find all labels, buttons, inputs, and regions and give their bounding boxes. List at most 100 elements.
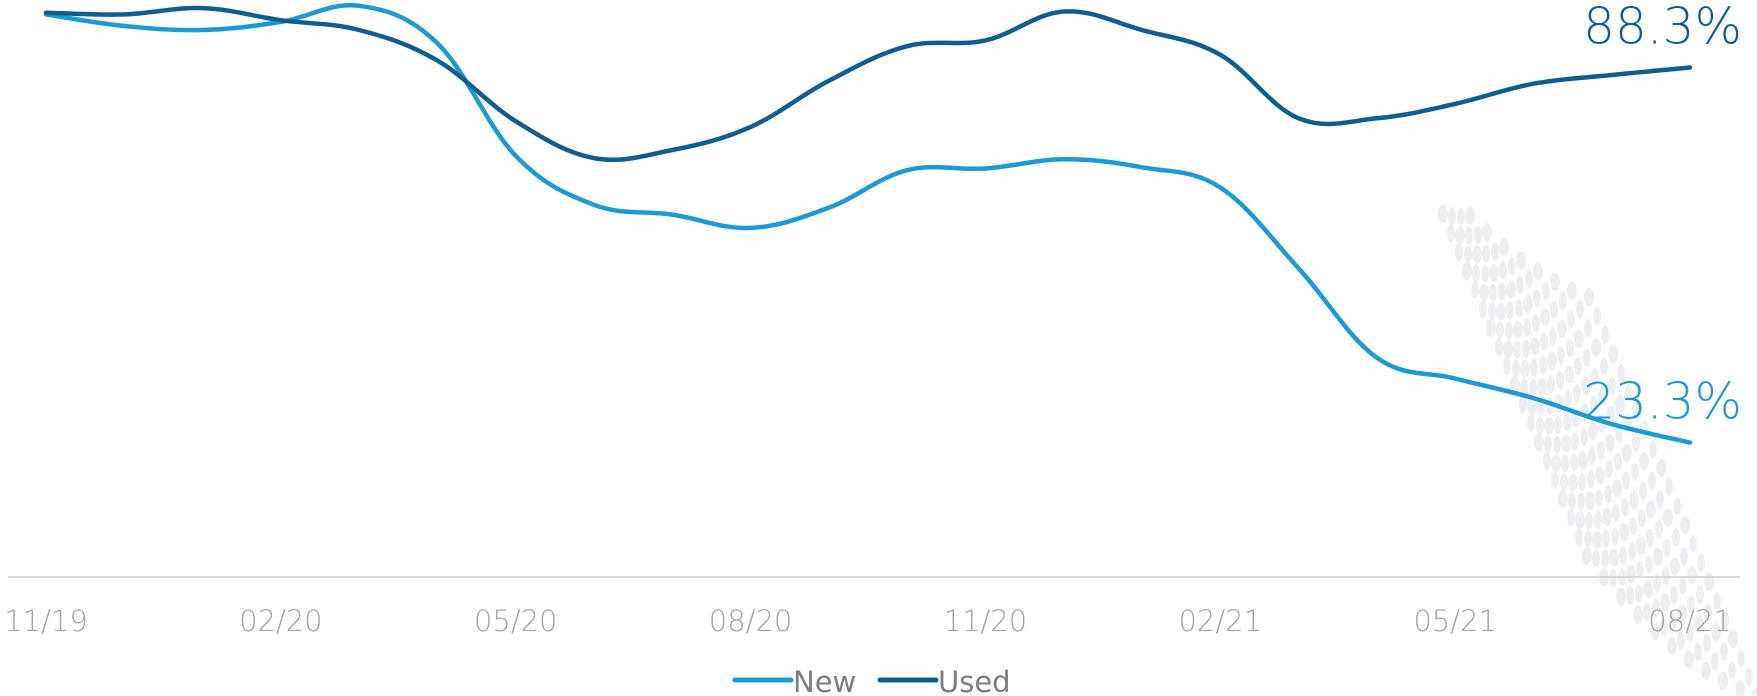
- decor-dot: [1486, 319, 1496, 337]
- decor-dot: [1677, 604, 1687, 623]
- decor-dot: [1544, 416, 1554, 435]
- decor-dot: [1701, 661, 1711, 680]
- decor-dot: [1508, 257, 1516, 275]
- decor-dot: [1479, 283, 1489, 302]
- decor-dot: [1561, 454, 1569, 473]
- decor-dot: [1542, 281, 1550, 300]
- decor-dot: [1646, 528, 1654, 547]
- decor-dot: [1670, 557, 1680, 576]
- decor-dot: [1660, 618, 1668, 636]
- decor-dot: [1588, 447, 1596, 465]
- decor-dot: [1643, 580, 1653, 598]
- decor-dot: [1598, 386, 1608, 405]
- decor-dot: [1532, 314, 1540, 332]
- decor-dot: [1672, 528, 1680, 547]
- decor-dot: [1515, 299, 1523, 318]
- decor-dot: [1635, 584, 1643, 603]
- decor-dot: [1737, 649, 1745, 667]
- end-label-used: 88.3%: [1583, 0, 1742, 56]
- decor-dot: [1660, 593, 1670, 612]
- decor-dot: [1583, 348, 1591, 367]
- decor-dot: [1523, 318, 1531, 337]
- decor-dot: [1605, 460, 1613, 479]
- decor-dot: [1510, 376, 1520, 394]
- x-tick-label: 08/20: [709, 604, 793, 638]
- decor-dot: [1663, 538, 1671, 557]
- decor-dot: [1728, 661, 1736, 680]
- decor-dot: [1455, 243, 1463, 261]
- decor-dot: [1745, 668, 1753, 686]
- decor-dot: [1554, 415, 1562, 434]
- decor-dot: [1529, 378, 1537, 397]
- decor-dot: [1575, 511, 1585, 530]
- decor-dot: [1495, 338, 1503, 356]
- decor-dot: [1550, 272, 1560, 291]
- decor-dot: [1669, 612, 1677, 631]
- decor-dot: [1686, 623, 1694, 642]
- decor-dot: [1587, 470, 1595, 489]
- decor-dot: [1537, 377, 1547, 396]
- decor-dot: [1488, 302, 1496, 321]
- decor-dot: [1447, 224, 1455, 242]
- decor-dot: [1608, 345, 1618, 363]
- decor-dot: [1464, 245, 1472, 264]
- decor-dot: [1567, 281, 1577, 300]
- decor-dot: [1679, 576, 1687, 595]
- decor-dot: [1465, 226, 1473, 245]
- decor-dot: [1520, 359, 1530, 378]
- decor-dot: [1551, 454, 1561, 473]
- decor-dot: [1566, 338, 1574, 357]
- x-axis-ticks: 11/19 02/20 05/20 08/20 11/20 02/21 05/21 08/21: [4, 604, 1732, 638]
- decor-dot: [1581, 376, 1591, 395]
- decor-dot: [1525, 270, 1533, 289]
- decor-dot: [1595, 489, 1603, 508]
- decor-dot: [1549, 327, 1557, 346]
- decor-dot: [1628, 542, 1636, 560]
- decor-dot: [1697, 554, 1705, 572]
- decor-dot: [1607, 405, 1615, 424]
- decor-dot: [1575, 528, 1583, 546]
- decor-dot: [1516, 251, 1526, 270]
- decor-dot: [1665, 478, 1673, 496]
- series-lines: [43, 2, 1693, 445]
- decor-dot: [1619, 546, 1627, 565]
- decor-dot: [1557, 346, 1565, 365]
- legend-label-used: Used: [938, 665, 1011, 696]
- decor-dot: [1601, 549, 1609, 568]
- decor-dot: [1448, 207, 1456, 226]
- decor-dot: [1594, 510, 1602, 529]
- decor-dot: [1506, 280, 1516, 299]
- decor-dot: [1625, 383, 1633, 401]
- decor-dot: [1605, 433, 1615, 452]
- decor-dot: [1643, 603, 1651, 622]
- decor-dot: [1602, 529, 1610, 548]
- decor-dot: [1612, 479, 1622, 498]
- decor-dot: [1553, 435, 1561, 454]
- decor-dot: [1720, 642, 1728, 661]
- decor-dot: [1506, 301, 1514, 320]
- decor-dot: [1527, 414, 1535, 432]
- decor-dot: [1522, 339, 1530, 358]
- decor-dot: [1629, 517, 1637, 536]
- decor-dot: [1703, 633, 1711, 652]
- decor-dot: [1499, 238, 1509, 256]
- decor-dot: [1636, 561, 1644, 579]
- decor-dot: [1512, 359, 1520, 378]
- decor-dot: [1588, 422, 1598, 441]
- decor-dot: [1564, 365, 1574, 384]
- decor-dot: [1505, 321, 1513, 340]
- decor-dot: [1513, 320, 1523, 339]
- decor-dot: [1615, 395, 1625, 414]
- x-tick-label: 11/19: [4, 604, 88, 638]
- legend: New Used: [732, 665, 1011, 696]
- dotted-wave-decoration: [1438, 205, 1757, 696]
- decor-dot: [1617, 364, 1625, 382]
- decor-dot: [1721, 611, 1729, 629]
- decor-dot: [1650, 622, 1660, 641]
- decor-dot: [1687, 595, 1695, 614]
- decor-dot: [1604, 485, 1612, 503]
- decor-dot: [1652, 599, 1660, 617]
- decor-dot: [1619, 523, 1629, 541]
- decor-dot: [1503, 357, 1511, 375]
- decor-dot: [1653, 574, 1661, 593]
